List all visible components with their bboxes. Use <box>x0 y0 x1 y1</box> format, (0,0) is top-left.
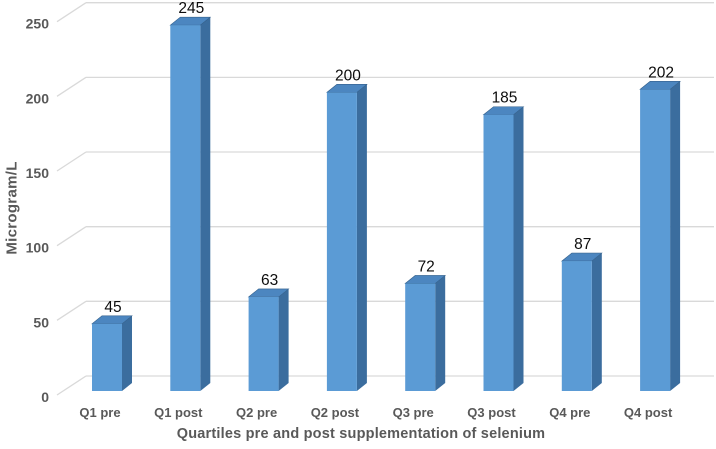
bar-q4-post <box>640 89 671 392</box>
x-category-label-q3-post: Q3 post <box>467 405 516 420</box>
y-tick-label-150: 150 <box>26 165 50 181</box>
x-category-label-q2-pre: Q2 pre <box>236 405 277 420</box>
y-axis-title: Microgram/L <box>3 161 21 255</box>
gridline-diagonal-200 <box>56 76 87 97</box>
bar-side-face-q4-pre <box>591 253 602 391</box>
bar-q2-post <box>326 92 357 391</box>
x-category-label-q1-post: Q1 post <box>154 405 203 420</box>
bar-q2-pre <box>248 296 279 391</box>
value-label-q1-post: 245 <box>178 0 204 17</box>
x-category-label-q3-pre: Q3 pre <box>393 405 434 420</box>
y-tick-label-100: 100 <box>26 240 50 256</box>
bar-side-face-q2-post <box>356 84 367 391</box>
x-category-label-q4-pre: Q4 pre <box>549 405 590 420</box>
y-tick-label-0: 0 <box>41 389 49 405</box>
value-label-q2-pre: 63 <box>261 272 278 289</box>
bar-side-face-q4-post <box>670 81 681 392</box>
bar-side-face-q3-pre <box>435 275 446 391</box>
value-label-q1-pre: 45 <box>104 299 121 316</box>
bar-side-face-q3-post <box>513 106 524 391</box>
value-label-q4-post: 202 <box>648 64 674 81</box>
gridline-diagonal-50 <box>56 300 87 321</box>
bar-q4-pre <box>561 261 592 391</box>
y-tick-label-250: 250 <box>26 16 50 32</box>
x-axis-title: Quartiles pre and post supplementation o… <box>176 426 546 442</box>
y-tick-label-200: 200 <box>26 90 50 106</box>
bar-side-face-q1-pre <box>122 315 132 391</box>
x-category-label-q2-post: Q2 post <box>311 405 360 420</box>
gridline-diagonal-100 <box>56 226 87 247</box>
value-label-q3-post: 185 <box>492 90 518 107</box>
x-category-label-q4-post: Q4 post <box>624 405 673 420</box>
bar-side-face-q2-pre <box>278 288 289 391</box>
bar-q1-pre <box>92 323 122 391</box>
value-label-q3-pre: 72 <box>418 258 435 275</box>
value-label-q4-pre: 87 <box>574 236 591 253</box>
gridline-diagonal-0 <box>56 375 87 396</box>
bar-q3-post <box>483 114 514 391</box>
bar-q1-post <box>170 25 201 391</box>
gridline-diagonal-250 <box>56 2 87 23</box>
x-category-label-q1-pre: Q1 pre <box>79 405 120 420</box>
bar-q3-pre <box>405 283 436 391</box>
bar-side-face-q1-post <box>200 17 211 391</box>
y-tick-label-50: 50 <box>33 314 49 330</box>
value-label-q2-post: 200 <box>335 67 361 84</box>
gridline-diagonal-150 <box>56 151 87 172</box>
